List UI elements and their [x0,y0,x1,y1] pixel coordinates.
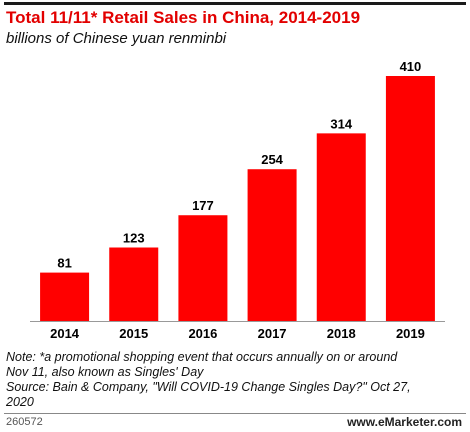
brand-logo: www.eMarketer.com [347,415,462,429]
bar-2017 [247,169,297,321]
bar-2018 [316,133,366,321]
bar-chart: 81 2014 123 2015 177 2016 254 2017 314 2018 410 201… [30,59,445,341]
notes: Note: *a promotional shopping event that… [6,350,464,410]
x-tick-label-2014: 2014 [50,326,80,341]
source-line-2: 2020 [6,395,34,409]
data-label-2019: 410 [400,59,422,74]
data-label-2015: 123 [123,231,145,246]
chart-id: 260572 [6,416,43,428]
bar-2015 [109,247,159,321]
data-label-2017: 254 [261,152,283,167]
bar-2014 [40,272,90,321]
x-tick-label-2018: 2018 [327,326,356,341]
note-line-2: Nov 11, also known as Singles' Day [6,365,204,379]
source-line-1: Source: Bain & Company, "Will COVID-19 C… [6,380,411,394]
x-tick-label-2017: 2017 [258,326,287,341]
chart-title: Total 11/11* Retail Sales in China, 2014… [6,8,361,27]
x-tick-label-2019: 2019 [396,326,425,341]
bar-2016 [178,215,228,321]
data-label-2018: 314 [330,116,352,131]
x-tick-label-2016: 2016 [188,326,217,341]
data-label-2014: 81 [57,256,71,271]
bar-2019 [385,76,435,321]
top-rule [4,2,466,5]
data-label-2016: 177 [192,198,214,213]
chart-subtitle: billions of Chinese yuan renminbi [6,30,227,47]
note-line-1: Note: *a promotional shopping event that… [6,350,398,364]
bottom-rule [4,413,466,414]
x-tick-label-2015: 2015 [119,326,148,341]
